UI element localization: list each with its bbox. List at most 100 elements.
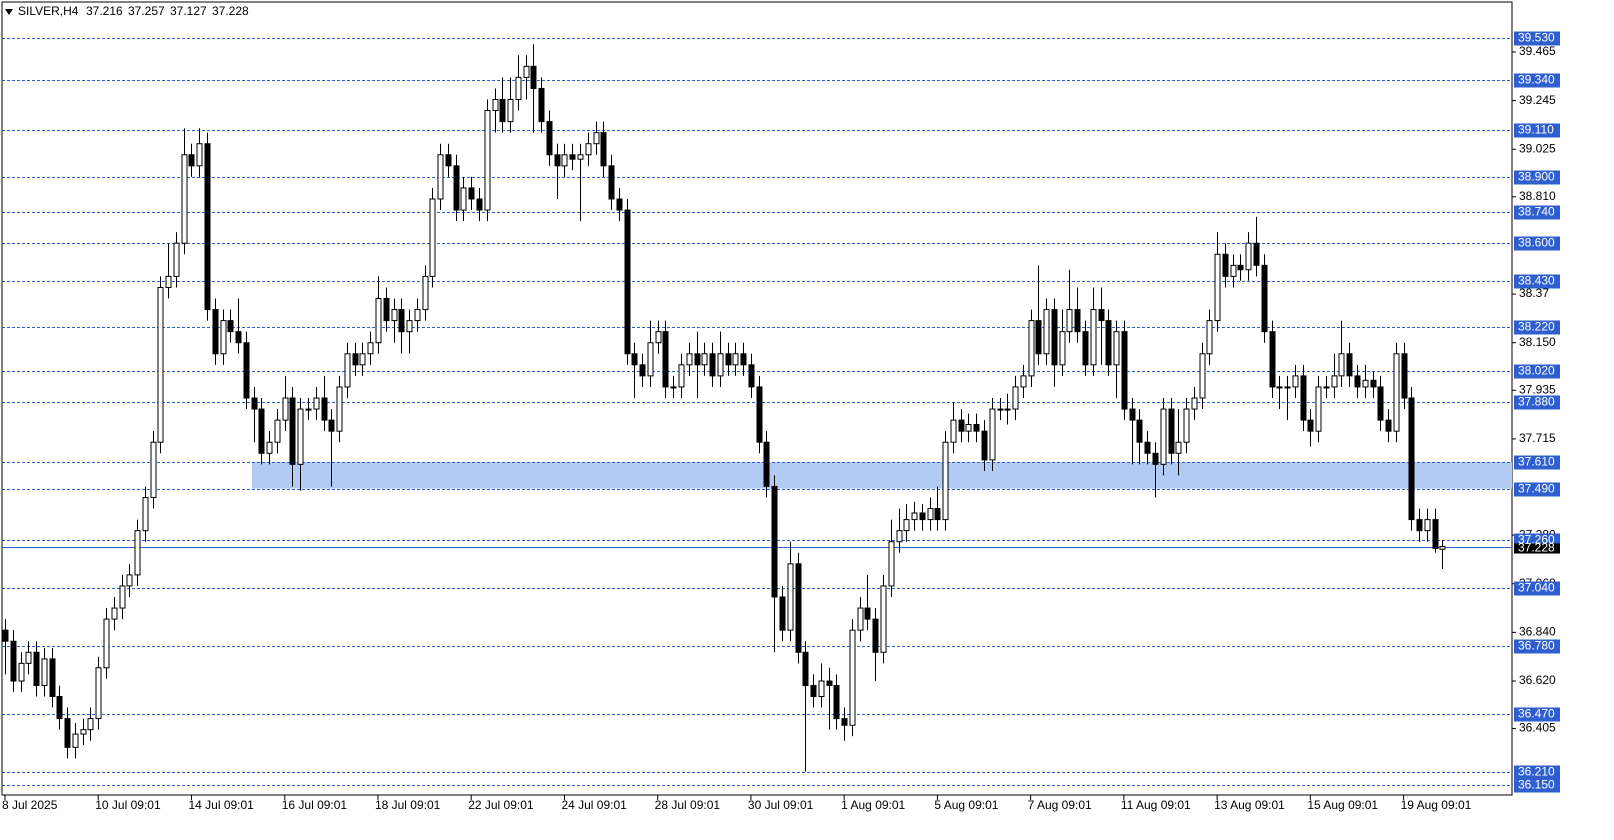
candle-body (810, 684, 817, 698)
candle-body (476, 198, 483, 211)
level-label-box (1514, 274, 1560, 289)
candle-body (391, 309, 398, 322)
y-tick-label: 36.405 (1519, 721, 1556, 735)
x-tick-label: 19 Aug 09:01 (1401, 798, 1472, 812)
candle-body (1370, 379, 1377, 388)
candle-body (903, 519, 910, 532)
candle-body (507, 99, 514, 123)
level-label-box (1514, 31, 1560, 46)
candle-body (10, 640, 17, 682)
candle-body (375, 298, 382, 344)
price-label: 37.228 (1518, 541, 1555, 555)
level-label: 36.210 (1518, 765, 1555, 779)
level-label-box (1514, 123, 1560, 138)
candle-body (841, 718, 848, 726)
candle-body (1377, 386, 1384, 421)
y-tick-label: 37.715 (1519, 431, 1556, 445)
candle-body (864, 607, 871, 620)
candle-body (336, 386, 343, 432)
candle-body (748, 364, 755, 388)
candle-body (787, 563, 794, 631)
candle-body (1168, 408, 1175, 454)
candle-body (1323, 386, 1330, 389)
candle-body (344, 353, 351, 388)
level-label: 38.900 (1518, 170, 1555, 184)
candle-body (608, 165, 615, 200)
candle-body (896, 530, 903, 543)
candle-body (429, 198, 436, 277)
level-label: 38.220 (1518, 320, 1555, 334)
candle-body (857, 607, 864, 631)
candle-body (833, 684, 840, 720)
candle-body (383, 298, 390, 322)
candle-body (523, 65, 530, 78)
x-tick-label: 18 Jul 09:01 (375, 798, 441, 812)
candle-body (227, 320, 234, 333)
candle-body (1245, 242, 1252, 271)
candle-body (220, 320, 227, 355)
candle-body (849, 629, 856, 726)
candle-body (756, 386, 763, 443)
candle-body (1269, 331, 1276, 388)
candle-body (973, 424, 980, 432)
candle-body (554, 154, 561, 167)
candle-body (670, 386, 677, 389)
y-tick-label: 37.935 (1519, 382, 1556, 396)
y-tick-label: 39.465 (1519, 44, 1556, 58)
candle-body (958, 419, 965, 432)
menu-triangle[interactable] (5, 9, 13, 15)
candle-body (41, 658, 48, 686)
candle-body (997, 408, 1004, 411)
level-label-box (1514, 765, 1560, 780)
level-label: 38.740 (1518, 205, 1555, 219)
candle-body (165, 275, 172, 288)
candle-body (1090, 309, 1097, 366)
level-label: 37.260 (1518, 533, 1555, 547)
candle-body (686, 353, 693, 366)
candle-body (771, 485, 778, 598)
candle-body (538, 87, 545, 123)
candle-body (802, 651, 809, 686)
candle-body (1432, 519, 1439, 549)
x-tick-label: 16 Jul 09:01 (282, 798, 348, 812)
candle-body (1105, 320, 1112, 366)
candle-body (818, 680, 825, 697)
candle-body (25, 651, 32, 664)
candle-body (1160, 408, 1167, 465)
candle-body (872, 618, 879, 653)
candle-body (647, 342, 654, 377)
candle-body (1082, 331, 1089, 366)
candle-body (258, 408, 265, 454)
candle-body (631, 353, 638, 366)
header-value: 37.257 (128, 4, 165, 18)
candle-body (406, 320, 413, 333)
candle-body (694, 353, 701, 366)
candle-body (453, 165, 460, 211)
candle-body (1152, 452, 1159, 465)
candle-body (134, 530, 141, 576)
y-tick-label: 36.620 (1519, 673, 1556, 687)
level-label-box (1514, 482, 1560, 497)
level-label-box (1514, 73, 1560, 88)
candle-body (888, 541, 895, 587)
x-tick-label: 11 Aug 09:01 (1121, 798, 1191, 812)
y-tick-label: 39.245 (1519, 93, 1556, 107)
candle-body (763, 441, 770, 487)
level-label-box (1514, 455, 1560, 470)
candle-body (1315, 386, 1322, 432)
level-label-box (1514, 205, 1560, 220)
candle-body (717, 353, 724, 377)
candle-body (103, 618, 110, 669)
candle-body (142, 497, 149, 532)
candle-body (1098, 309, 1105, 322)
candle-body (1424, 519, 1431, 532)
candle-body (1191, 397, 1198, 410)
candle-body (499, 99, 506, 123)
candle-body (880, 585, 887, 653)
x-tick-label: 13 Aug 09:01 (1214, 798, 1285, 812)
candle-body (530, 65, 537, 89)
level-label: 39.340 (1518, 73, 1555, 87)
candle-body (1276, 386, 1283, 389)
candle-body (468, 187, 475, 200)
